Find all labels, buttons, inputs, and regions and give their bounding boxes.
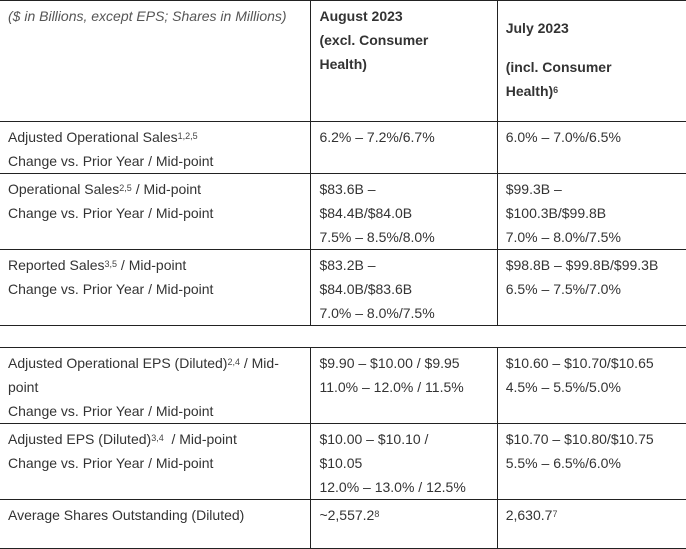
label-text: Adjusted Operational EPS (Diluted) [8,355,228,371]
row-label: Operational Sales2,5 / Mid-point Change … [0,173,312,250]
row-label-line: Adjusted Operational EPS (Diluted)2,4 / … [8,351,302,375]
row-label-line: Change vs. Prior Year / Mid-point [8,455,214,471]
table-row: Adjusted Operational EPS (Diluted)2,4 / … [0,347,686,424]
august-value: $10.00 – $10.10 / $10.05 12.0% – 13.0% /… [310,423,498,500]
value-line: $84.4B/$84.0B [319,205,413,221]
row-label-line: Adjusted EPS (Diluted)3,4 / Mid-point [8,427,302,451]
value-line: $10.70 – $10.80/$10.75 [505,431,654,447]
value-line: 2,630.77 [506,503,678,527]
value-text: 2,630.7 [505,507,553,523]
footnote-ref: 2,5 [119,183,132,193]
august-header-line: (excl. Consumer [319,32,429,48]
value-line: 11.0% – 12.0% / 11.5% [319,379,464,395]
value-line: 4.5% – 5.5%/5.0% [505,379,621,395]
row-label: Adjusted EPS (Diluted)3,4 / Mid-point Ch… [0,423,312,500]
footnote-ref: 6 [553,85,559,95]
value-line: 6.2% – 7.2%/6.7% [319,129,435,145]
value-line: $10.05 [319,455,363,471]
july-value: $10.70 – $10.80/$10.75 5.5% – 6.5%/6.0% [496,423,686,500]
value-line: 7.0% – 8.0%/7.5% [505,229,621,245]
row-label-line: Adjusted Operational Sales1,2,5 [8,125,302,149]
row-label: Reported Sales3,5 / Mid-point Change vs.… [0,249,312,326]
label-text: / Mid-point [117,257,187,273]
footnote-ref: 3,4 [151,433,164,443]
august-header: August 2023 (excl. Consumer Health) [310,0,498,122]
july-value: $98.8B – $99.8B/$99.3B 6.5% – 7.5%/7.0% [496,249,686,326]
value-line: 5.5% – 6.5%/6.0% [505,455,621,471]
label-text: Reported Sales [8,257,105,273]
row-label: Adjusted Operational EPS (Diluted)2,4 / … [0,347,312,424]
table-row: Adjusted EPS (Diluted)3,4 / Mid-point Ch… [0,423,686,500]
value-line: $83.6B – [319,181,376,197]
july-header-line: Health)6 [506,79,678,103]
august-value: $83.6B – $84.4B/$84.0B 7.5% – 8.5%/8.0% [310,173,498,250]
row-label-line: Change vs. Prior Year / Mid-point [8,403,214,419]
row-label-line: Operational Sales2,5 / Mid-point [8,177,302,201]
label-text: Operational Sales [8,181,120,197]
value-line: $98.8B – $99.8B/$99.3B [505,257,659,273]
spacer-row [0,325,686,348]
july-header-text: Health) [505,83,554,99]
table-row: Reported Sales3,5 / Mid-point Change vs.… [0,249,686,326]
row-label-line: Change vs. Prior Year / Mid-point [8,153,214,169]
value-line: $99.3B – [505,181,562,197]
spacer-cell [0,325,686,348]
value-line: $100.3B/$99.8B [505,205,607,221]
value-line: 7.0% – 8.0%/7.5% [319,305,435,321]
row-label-line: Reported Sales3,5 / Mid-point [8,253,302,277]
units-note: ($ in Billions, except EPS; Shares in Mi… [8,8,287,24]
august-value: 6.2% – 7.2%/6.7% [310,121,498,174]
row-label-line: Average Shares Outstanding (Diluted) [8,507,245,523]
row-label: Average Shares Outstanding (Diluted) [0,499,312,549]
units-note-cell: ($ in Billions, except EPS; Shares in Mi… [0,0,312,122]
value-line: $9.90 – $10.00 / $9.95 [319,355,460,371]
row-label-line: point [8,379,39,395]
footnote-ref: 1,2,5 [177,131,198,141]
label-text: / Mid-point [163,431,237,447]
footnote-ref: 8 [374,509,380,519]
label-text: Adjusted EPS (Diluted) [8,431,152,447]
value-line: 12.0% – 13.0% / 12.5% [319,479,466,495]
row-label-line: Change vs. Prior Year / Mid-point [8,205,214,221]
label-text: / Mid- [239,355,279,371]
label-text: Adjusted Operational Sales [8,129,178,145]
value-line: 6.5% – 7.5%/7.0% [505,281,621,297]
july-value: $99.3B – $100.3B/$99.8B 7.0% – 8.0%/7.5% [496,173,686,250]
header-row: ($ in Billions, except EPS; Shares in Mi… [0,0,686,122]
footnote-ref: 2,4 [227,357,240,367]
value-line: $10.60 – $10.70/$10.65 [505,355,654,371]
table-row: Operational Sales2,5 / Mid-point Change … [0,173,686,250]
label-text: / Mid-point [131,181,202,197]
july-value: 6.0% – 7.0%/6.5% [496,121,686,174]
august-header-line: August 2023 [319,8,403,24]
july-value: $10.60 – $10.70/$10.65 4.5% – 5.5%/5.0% [496,347,686,424]
value-line: $10.00 – $10.10 / [319,431,429,447]
value-line: $84.0B/$83.6B [319,281,413,297]
value-line: 7.5% – 8.5%/8.0% [319,229,435,245]
table-row: Average Shares Outstanding (Diluted) ~2,… [0,499,686,549]
table-row: Adjusted Operational Sales1,2,5 Change v… [0,121,686,174]
value-text: ~2,557.2 [319,507,375,523]
july-header: July 2023 (incl. Consumer Health)6 [496,0,686,122]
row-label-line: Change vs. Prior Year / Mid-point [8,281,214,297]
august-value: $83.2B – $84.0B/$83.6B 7.0% – 8.0%/7.5% [310,249,498,326]
july-value: 2,630.77 [496,499,686,549]
value-line: $83.2B – [319,257,376,273]
july-header-line: (incl. Consumer [505,59,612,75]
footnote-ref: 3,5 [104,259,118,269]
value-line: 6.0% – 7.0%/6.5% [505,129,621,145]
row-label: Adjusted Operational Sales1,2,5 Change v… [0,121,312,174]
august-value: ~2,557.28 [310,499,498,549]
value-line: ~2,557.28 [319,503,488,527]
august-header-line: Health) [319,56,367,72]
july-header-line: July 2023 [505,20,569,36]
footnote-ref: 7 [552,509,558,519]
august-value: $9.90 – $10.00 / $9.95 11.0% – 12.0% / 1… [310,347,498,424]
